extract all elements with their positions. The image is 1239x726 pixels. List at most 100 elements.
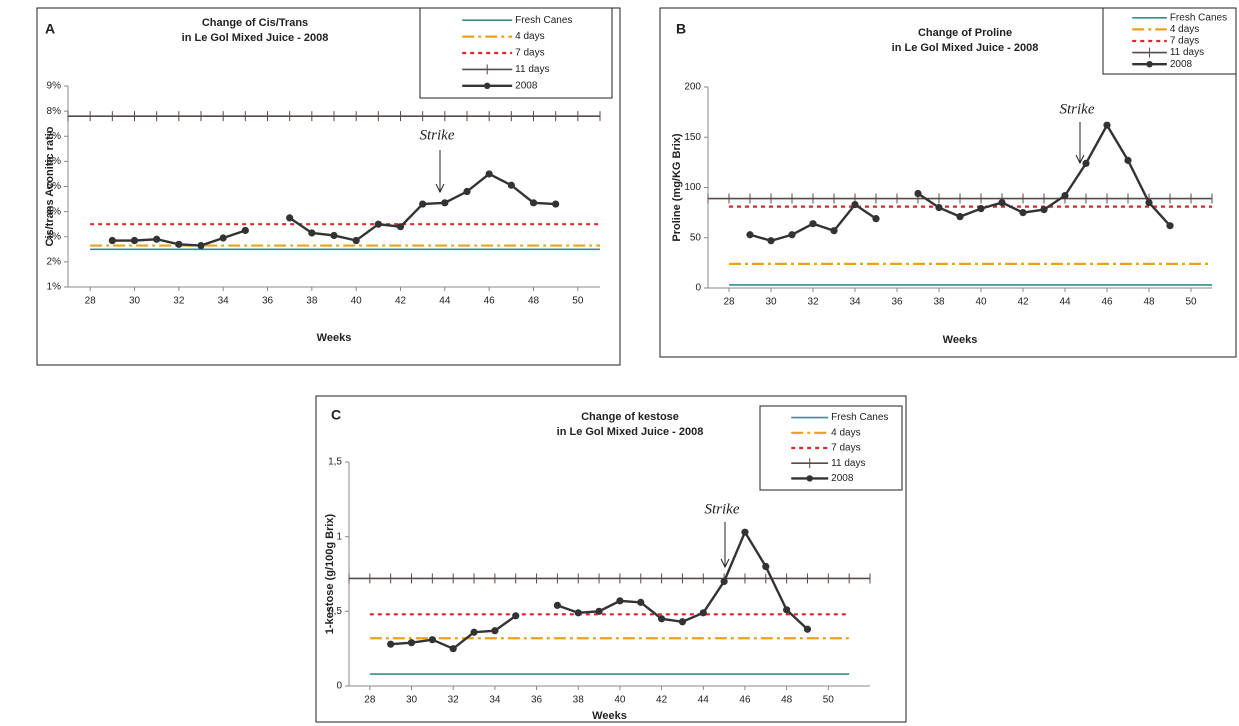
data-point [286,214,294,222]
data-point [175,240,183,248]
data-point [767,237,775,245]
data-point [396,223,405,231]
x-tick-label: 44 [439,296,451,307]
data-point [507,181,515,189]
annotation: Strike [705,501,740,517]
y-tick-label: 1,5 [328,457,342,468]
annotation: Strike [420,127,455,143]
y-axis-label: Cis/trans Aconitic ratio [44,126,56,246]
x-tick-label: 32 [448,695,460,706]
x-tick-label: 34 [489,695,501,706]
data-point [699,609,707,617]
x-tick-label: 36 [531,695,543,706]
legend-marker [806,475,813,482]
data-point [998,198,1006,207]
x-tick-label: 46 [739,695,751,706]
data-point [1082,159,1090,167]
data-point [130,236,139,245]
data-point [330,231,338,240]
legend-label: 4 days [515,31,544,42]
data-point [914,189,922,198]
y-tick-label: 1 [336,531,342,542]
x-tick-label: 38 [573,695,585,706]
data-point [1061,191,1069,200]
data-point [552,200,560,208]
x-tick-label: 30 [765,297,777,308]
data-point [153,235,161,243]
y-tick-label: 6% [47,156,62,167]
y-tick-label: 9% [47,81,62,92]
data-point [658,615,666,623]
annotation: Strike [1060,101,1095,117]
chart-title: Change of Proline [918,27,1012,39]
data-point [741,528,749,536]
legend-label: 4 days [1170,24,1199,35]
x-tick-label: 40 [351,296,363,307]
data-point [512,612,520,620]
data-point [374,220,382,228]
legend-label: 4 days [831,427,860,438]
legend-frame [1102,7,1237,75]
chart-title: Change of kestose [581,411,679,423]
legend-label: Fresh Canes [1170,12,1227,23]
x-tick-label: 50 [1185,297,1197,308]
y-tick-label: 4% [47,206,62,217]
data-point [809,220,817,228]
x-tick-label: 48 [781,695,793,706]
data-point [529,199,538,207]
data-point [1103,121,1111,129]
y-tick-label: 0 [695,283,701,294]
data-point [441,199,449,207]
data-point [352,236,360,245]
legend-label: 11 days [1170,47,1204,58]
legend-label: 7 days [831,443,860,454]
data-point [977,205,985,213]
y-tick-label: 100 [684,182,701,193]
data-point [746,231,754,239]
data-point [783,606,791,614]
y-tick-label: 200 [684,82,701,93]
y-tick-label: 7% [47,131,62,142]
data-point [449,645,457,653]
annotation-arrowhead [1075,154,1085,165]
legend-label: Fresh Canes [831,412,888,423]
x-tick-label: 36 [262,296,274,307]
data-point [1040,206,1048,214]
data-point [485,170,493,178]
y-tick-label: 8% [47,106,62,117]
data-point [108,236,116,245]
x-tick-label: 28 [85,296,97,307]
chart-subtitle: in Le Gol Mixed Juice - 2008 [182,32,329,44]
annotation-arrowhead [720,558,730,569]
data-point [616,597,624,605]
x-tick-label: 32 [173,296,185,307]
data-point [491,627,499,635]
data-point [470,628,478,636]
legend-marker [484,82,491,90]
x-tick-label: 46 [1101,297,1113,308]
panel-label: C [331,407,341,423]
y-axis-label: 1-kestose (g/100g Brix) [324,513,336,634]
x-tick-label: 50 [823,695,835,706]
y-tick-label: 150 [684,132,701,143]
panel-label: B [676,21,686,37]
legend-label: 11 days [831,458,865,469]
x-tick-label: 42 [395,296,407,307]
legend-label: 2008 [831,473,854,484]
y-tick-label: 3% [47,231,62,242]
x-tick-label: 34 [218,296,230,307]
y-tick-label: 50 [690,232,702,243]
x-tick-label: 48 [528,296,540,307]
x-tick-label: 42 [656,695,668,706]
x-tick-label: 38 [933,297,945,308]
data-point [788,231,796,239]
legend-frame [759,405,903,491]
data-point [1124,156,1132,164]
data-point [387,640,395,648]
x-tick-label: 28 [364,695,376,706]
legend-marker [1146,60,1153,68]
data-point [1145,198,1153,207]
data-point [935,204,943,212]
data-point [428,636,436,644]
